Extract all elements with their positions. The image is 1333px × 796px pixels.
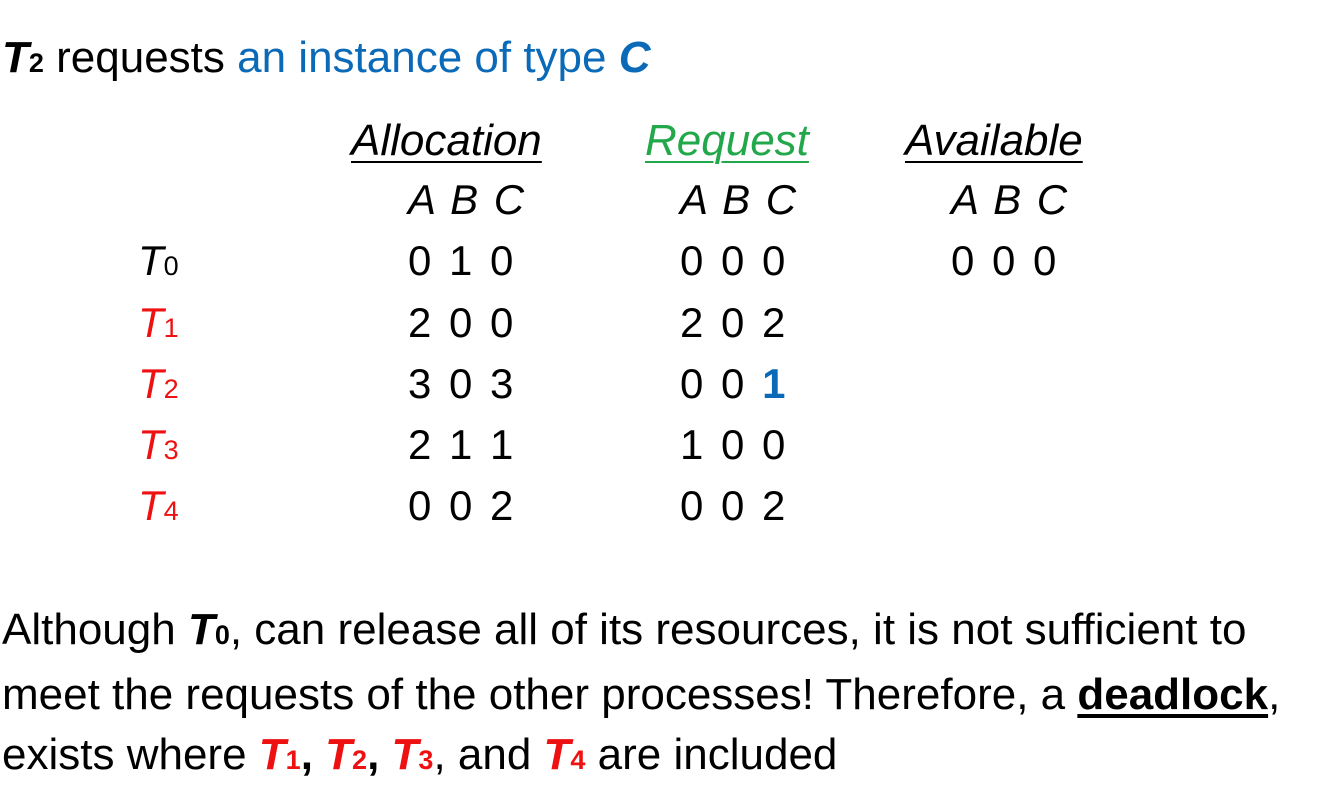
process-subscript: 0 bbox=[163, 251, 179, 281]
paragraph-separator: , bbox=[367, 730, 392, 779]
process-subscript: 4 bbox=[163, 496, 179, 526]
process-label-t0: T0 bbox=[138, 233, 179, 294]
explanation-paragraph: Although T0, can release all of its reso… bbox=[2, 600, 1327, 790]
slide-title: T2 requests an instance of type C bbox=[2, 30, 651, 91]
process-subscript: 1 bbox=[163, 313, 179, 343]
process-label-t3: T3 bbox=[138, 417, 179, 478]
paragraph-process-t3-subscript: 3 bbox=[418, 745, 434, 775]
paragraph-process-t1-subscript: 1 bbox=[285, 745, 301, 775]
title-phrase: an instance of type bbox=[237, 33, 619, 82]
allocation-cell: 2 0 0 bbox=[408, 299, 516, 346]
paragraph-process-t2-subscript: 2 bbox=[352, 745, 368, 775]
request-header: Request bbox=[645, 116, 809, 165]
request-highlight-value: 1 bbox=[762, 360, 788, 407]
process-letter: T bbox=[138, 299, 164, 346]
request-cell: 2 0 2 bbox=[680, 299, 788, 346]
process-letter: T bbox=[138, 421, 164, 468]
paragraph-text: Although bbox=[2, 605, 188, 654]
request-columns-label: A B C bbox=[680, 176, 797, 223]
request-cell: 1 0 0 bbox=[680, 421, 788, 468]
available-cell: 0 0 0 bbox=[951, 237, 1059, 284]
title-process: T bbox=[2, 33, 29, 82]
allocation-cell: 2 1 1 bbox=[408, 421, 516, 468]
allocation-columns-label: A B C bbox=[408, 176, 525, 223]
paragraph-process-t2: T bbox=[325, 730, 353, 779]
allocation-cell: 0 1 0 bbox=[408, 237, 516, 284]
request-cell-highlighted: 0 0 1 bbox=[680, 356, 787, 412]
process-letter: T bbox=[138, 360, 164, 407]
allocation-header: Allocation bbox=[351, 116, 542, 165]
allocation-cell: 0 0 2 bbox=[408, 482, 516, 529]
paragraph-process-t3: T bbox=[391, 730, 419, 779]
paragraph-process-t0: T bbox=[187, 605, 215, 654]
paragraph-process-t0-subscript: 0 bbox=[214, 620, 230, 650]
process-subscript: 3 bbox=[163, 435, 179, 465]
title-verb: requests bbox=[43, 33, 238, 82]
paragraph-text: , and bbox=[433, 730, 544, 779]
process-subscript: 2 bbox=[163, 374, 179, 404]
allocation-cell: 3 0 3 bbox=[408, 360, 516, 407]
process-label-t1: T1 bbox=[138, 295, 179, 356]
title-resource: C bbox=[618, 33, 651, 82]
request-prefix: 0 0 bbox=[680, 360, 763, 407]
process-label-t4: T4 bbox=[138, 478, 179, 539]
process-label-t2: T2 bbox=[138, 356, 179, 417]
available-columns-label: A B C bbox=[951, 176, 1068, 223]
paragraph-text: are included bbox=[585, 730, 838, 779]
process-letter: T bbox=[138, 482, 164, 529]
paragraph-text: , can release all of its resources, it i… bbox=[2, 605, 1247, 719]
paragraph-text: , exists where bbox=[2, 670, 1281, 779]
process-letter: T bbox=[138, 237, 164, 284]
request-cell: 0 0 2 bbox=[680, 482, 788, 529]
paragraph-process-t4-subscript: 4 bbox=[570, 745, 586, 775]
request-cell: 0 0 0 bbox=[680, 237, 788, 284]
available-header: Available bbox=[905, 116, 1083, 165]
paragraph-process-t4: T bbox=[543, 730, 571, 779]
paragraph-process-t1: T bbox=[258, 730, 286, 779]
deadlock-keyword: deadlock bbox=[1077, 670, 1269, 719]
title-process-subscript: 2 bbox=[28, 48, 44, 78]
paragraph-separator: , bbox=[300, 730, 326, 779]
